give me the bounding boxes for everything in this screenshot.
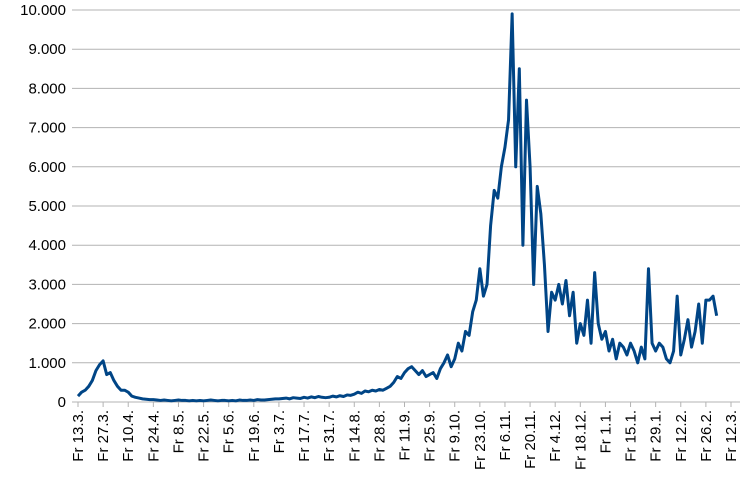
x-tick-label: Fr 3.7. — [271, 410, 288, 453]
x-tick-label: Fr 22.5. — [196, 410, 213, 462]
y-tick-label: 0 — [58, 394, 66, 411]
x-tick-label: Fr 1.1. — [597, 410, 614, 453]
x-tick-label: Fr 12.3. — [723, 410, 740, 462]
x-tick-label: Fr 5.6. — [221, 410, 238, 453]
x-tick-label: Fr 19.6. — [246, 410, 263, 462]
x-tick-label: Fr 14.8. — [346, 410, 363, 462]
x-tick-label: Fr 4.12. — [547, 410, 564, 462]
x-tick-label: Fr 15.1. — [623, 410, 640, 462]
y-tick-label: 7.000 — [28, 120, 66, 137]
x-tick-label: Fr 29.1. — [648, 410, 665, 462]
y-tick-label: 3.000 — [28, 276, 66, 293]
x-tick-label: Fr 23.10. — [472, 410, 489, 470]
x-tick-label: Fr 26.2. — [698, 410, 715, 462]
x-tick-label: Fr 18.12. — [572, 410, 589, 470]
x-tick-label: Fr 25.9. — [422, 410, 439, 462]
x-tick-label: Fr 12.2. — [673, 410, 690, 462]
x-tick-label: Fr 31.7. — [321, 410, 338, 462]
x-tick-label: Fr 11.9. — [397, 410, 414, 461]
x-tick-label: Fr 8.5. — [170, 410, 187, 453]
x-tick-label: Fr 28.8. — [371, 410, 388, 462]
x-tick-label: Fr 27.3. — [95, 410, 112, 462]
x-tick-label: Fr 13.3. — [70, 410, 87, 462]
data-line — [76, 12, 719, 403]
x-tick-label: Fr 20.11. — [522, 410, 539, 469]
x-tick-label: Fr 6.11. — [497, 410, 514, 461]
y-tick-label: 6.000 — [28, 159, 66, 176]
x-tick-label: Fr 24.4. — [145, 410, 162, 462]
y-tick-label: 10.000 — [20, 2, 66, 19]
y-tick-label: 9.000 — [28, 41, 66, 58]
x-tick-label: Fr 17.7. — [296, 410, 313, 462]
y-tick-label: 1.000 — [28, 355, 66, 372]
y-tick-label: 2.000 — [28, 316, 66, 333]
y-tick-label: 4.000 — [28, 237, 66, 254]
x-tick-label: Fr 10.4. — [120, 410, 137, 462]
x-tick-label: Fr 9.10. — [447, 410, 464, 462]
y-tick-label: 8.000 — [28, 80, 66, 97]
y-tick-label: 5.000 — [28, 198, 66, 215]
